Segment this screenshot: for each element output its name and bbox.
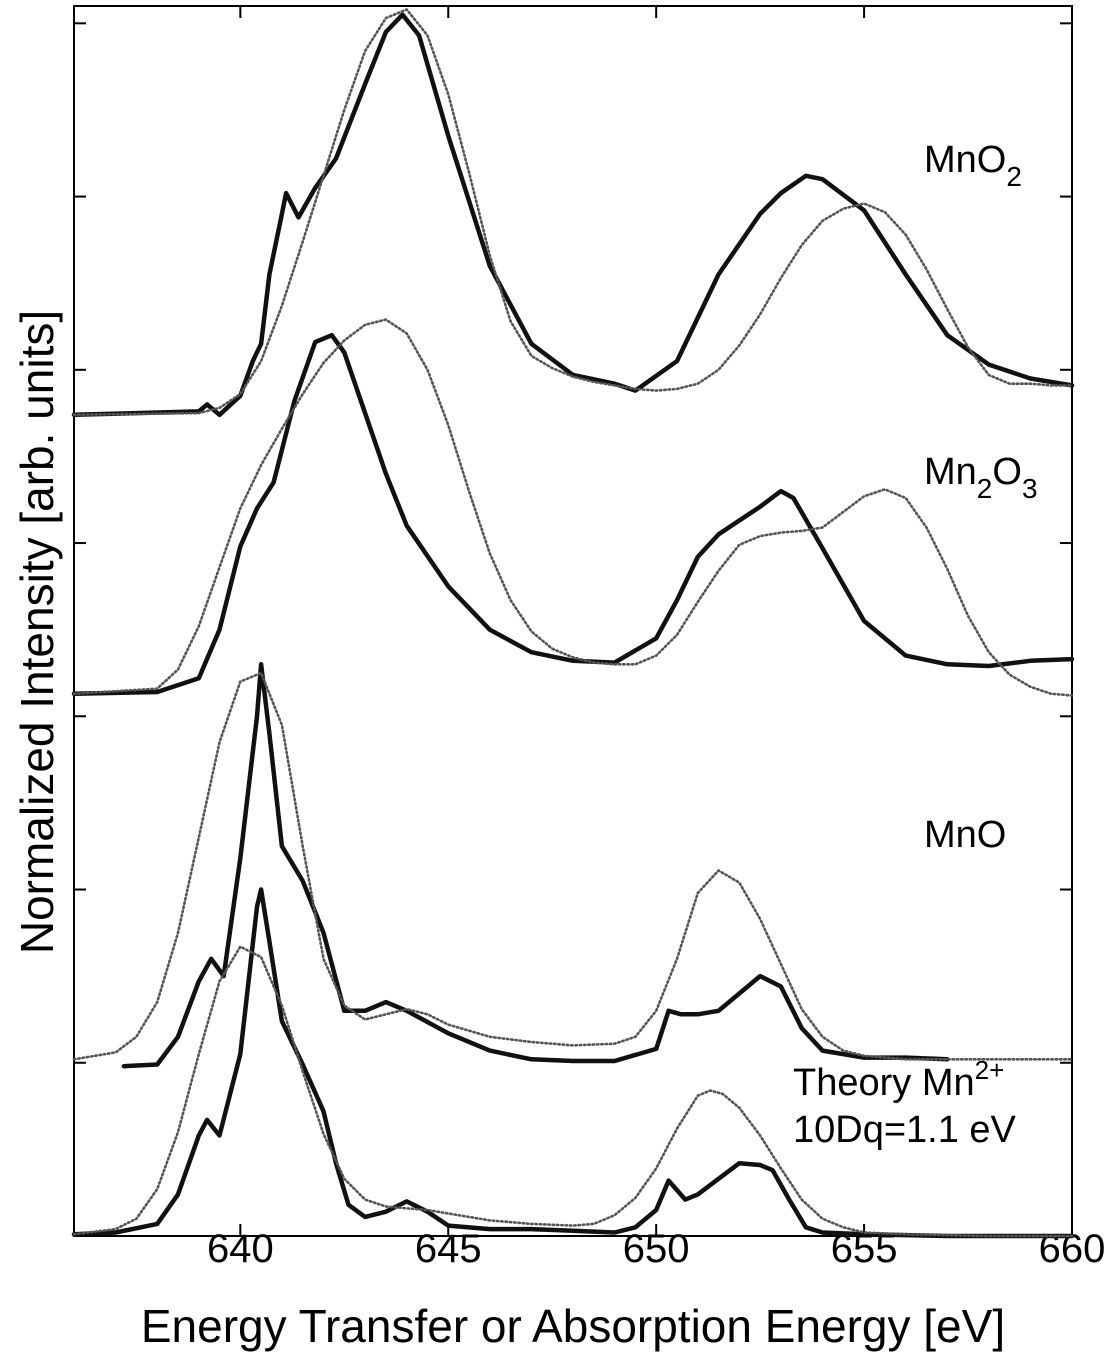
- series-mno_dotted: [72, 671, 1074, 1061]
- series-mn2o3_dotted: [72, 318, 1074, 697]
- x-tick-label: 660: [1039, 1227, 1106, 1271]
- x-axis-label: Energy Transfer or Absorption Energy [eV…: [141, 1300, 1005, 1352]
- y-axis-label: Normalized Intensity [arb. units]: [11, 310, 63, 954]
- series-theory_dotted: [72, 945, 1074, 1238]
- series-theory_solid: [71, 887, 1075, 1239]
- series-mn2o3_solid: [71, 332, 1075, 697]
- label-mno2-sub: 2: [1006, 161, 1022, 192]
- label-theory-sup: 2+: [975, 1055, 1005, 1085]
- axis-ticks: [74, 6, 1073, 1236]
- label-mn2o3-main: Mn: [924, 451, 977, 493]
- x-tick-label: 640: [207, 1227, 274, 1271]
- label-mno2-main: MnO: [924, 139, 1006, 181]
- series-mno2_solid: [71, 12, 1075, 418]
- series-layer: [71, 8, 1075, 1239]
- x-tick-label: 650: [623, 1227, 690, 1271]
- series-mno2_dotted: [72, 8, 1074, 417]
- series-mno_solid: [121, 662, 950, 1069]
- label-mn2o3-mid: O: [992, 451, 1022, 493]
- label-mn2o3-sub2: 3: [1022, 473, 1038, 504]
- label-mno: MnO: [924, 814, 1006, 856]
- x-tick-label: 645: [415, 1227, 482, 1271]
- x-tick-labels: 640 645 650 655 660: [207, 1227, 1105, 1271]
- label-theory-prefix: Theory Mn: [793, 1062, 975, 1104]
- label-theory-line1: Theory Mn2+: [793, 1055, 1004, 1104]
- label-theory-line2: 10Dq=1.1 eV: [793, 1109, 1017, 1151]
- label-mn2o3-sub1: 2: [977, 473, 993, 504]
- label-mn2o3: Mn2O3: [924, 451, 1038, 504]
- label-mno2: MnO2: [924, 139, 1022, 192]
- plot-frame: [73, 5, 1073, 1237]
